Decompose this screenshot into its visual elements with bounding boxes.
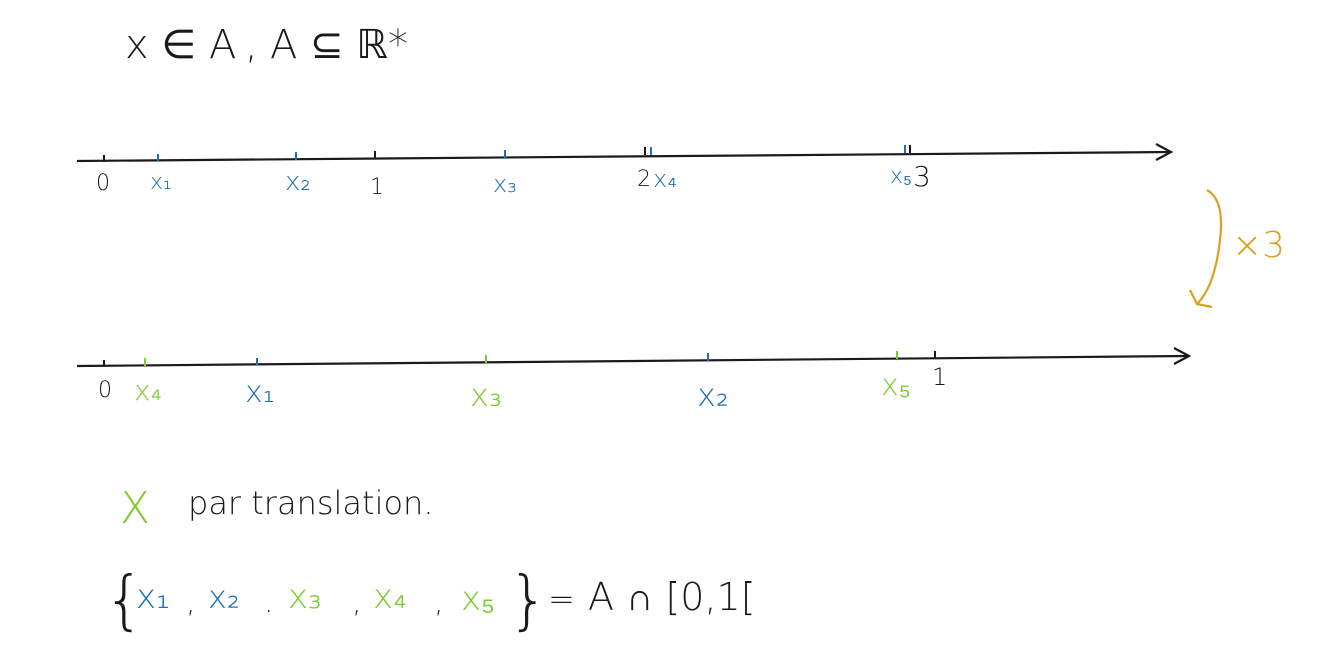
- legend-mark: X: [120, 483, 150, 534]
- top-point-x4: x₄: [653, 165, 677, 193]
- top-number-line: 0 1 2 3 x₁ x₂ x₃ x₄ x₅: [76, 143, 1174, 200]
- top-point-x1: x₁: [150, 170, 172, 195]
- set-close-brace: }: [508, 564, 549, 638]
- set-item-x5: x₅: [461, 579, 495, 619]
- set-item-x1: x₁: [136, 577, 170, 617]
- set-rhs: A ∩ [0,1[: [588, 575, 756, 619]
- bottom-axis-arrowhead: [1173, 347, 1192, 365]
- bottom-axis-line: [76, 354, 1189, 368]
- bottom-point-x5: x₅: [881, 368, 911, 403]
- top-label-1: 1: [370, 175, 384, 200]
- legend-text: par translation.: [188, 484, 433, 522]
- top-axis-arrowhead: [1155, 143, 1174, 161]
- top-point-x2: x₂: [285, 167, 311, 197]
- set-item-x2: x₂: [208, 578, 240, 616]
- bottom-label-1: 1: [932, 363, 947, 391]
- title-formula: x ∈ A , A ⊆ ℝ*: [125, 22, 408, 68]
- formula-subset: A ⊆ ℝ*: [270, 22, 408, 68]
- top-label-2: 2: [637, 167, 651, 192]
- bottom-point-x4: x₄: [134, 374, 162, 407]
- set-comma-4: ,: [434, 585, 444, 620]
- set-item-x4: x₄: [373, 577, 407, 617]
- set-open-brace: {: [104, 564, 145, 638]
- bottom-point-x2: x₂: [697, 376, 729, 414]
- bottom-point-x1: x₁: [245, 375, 275, 410]
- formula-membership: x ∈ A: [125, 22, 236, 68]
- bottom-point-x3: x₃: [470, 376, 502, 414]
- legend: X par translation.: [120, 483, 433, 534]
- scale-annotation: ×3: [1189, 189, 1285, 309]
- formula-separator: ,: [245, 22, 258, 68]
- top-axis-line: [76, 150, 1171, 163]
- scale-bracket-arrow: [1197, 189, 1223, 304]
- set-equation: { x₁ , x₂ . x₃ , x₄ , x₅ } = A ∩ [0,1[: [104, 564, 756, 638]
- top-point-x3: x₃: [493, 170, 517, 198]
- set-comma-2: .: [264, 585, 274, 620]
- scale-arrowhead: [1189, 289, 1213, 309]
- top-point-x5: x₅: [890, 164, 912, 189]
- set-equals: =: [548, 580, 575, 618]
- top-label-0: 0: [96, 171, 110, 196]
- scale-label: ×3: [1232, 225, 1285, 266]
- bottom-number-line: 0 1 x₄ x₁ x₃ x₂ x₅: [76, 347, 1192, 414]
- set-item-x3: x₃: [288, 577, 322, 617]
- set-comma-1: ,: [186, 585, 196, 620]
- top-label-3: 3: [913, 160, 931, 193]
- bottom-label-0: 0: [98, 378, 112, 403]
- set-comma-3: ,: [352, 585, 362, 620]
